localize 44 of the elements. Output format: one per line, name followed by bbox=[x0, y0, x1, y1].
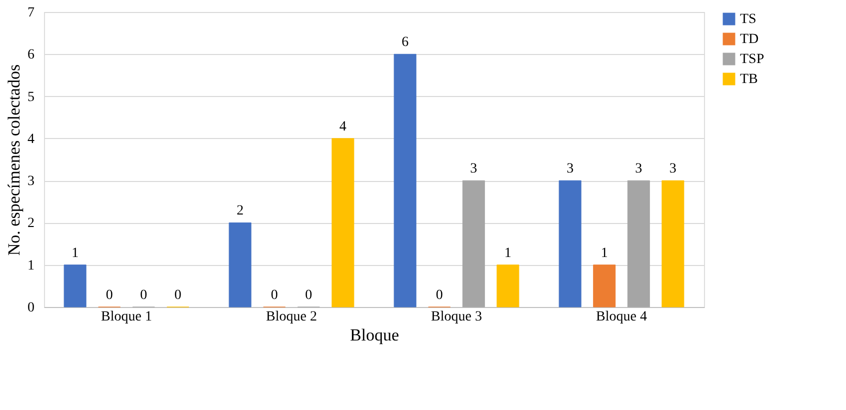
y-tick-label: 0 bbox=[28, 300, 34, 316]
data-label: 3 bbox=[635, 162, 642, 177]
data-label: 1 bbox=[72, 246, 79, 261]
data-label: 1 bbox=[600, 246, 608, 261]
y-axis-title: No. especímenes colectados bbox=[4, 64, 24, 256]
bar bbox=[593, 264, 616, 308]
legend-label: TB bbox=[740, 72, 758, 87]
x-tick-label: Bloque 4 bbox=[596, 310, 647, 324]
bar bbox=[662, 180, 684, 308]
data-label: 6 bbox=[402, 35, 409, 50]
bar bbox=[228, 222, 252, 308]
y-tick-label: 1 bbox=[28, 258, 34, 274]
bar bbox=[64, 264, 86, 308]
data-label: 0 bbox=[174, 288, 182, 303]
y-tick-label: 3 bbox=[28, 174, 34, 190]
bar bbox=[462, 180, 485, 308]
data-label: 0 bbox=[140, 288, 148, 303]
data-label: 0 bbox=[106, 288, 113, 303]
data-label: 1 bbox=[504, 246, 512, 261]
y-tick-label: 2 bbox=[28, 216, 34, 232]
bar bbox=[627, 180, 650, 308]
data-label: 0 bbox=[436, 288, 443, 303]
bar bbox=[496, 264, 520, 308]
data-label: 3 bbox=[470, 162, 478, 177]
y-tick-label: 6 bbox=[28, 48, 34, 63]
data-label: 3 bbox=[669, 162, 676, 177]
y-tick-label: 4 bbox=[28, 132, 34, 147]
y-tick-label: 5 bbox=[28, 90, 34, 105]
x-tick-label: Bloque 1 bbox=[101, 310, 152, 324]
data-label: 2 bbox=[236, 204, 244, 219]
y-tick-label: 7 bbox=[28, 6, 34, 20]
legend-label: TD bbox=[740, 32, 759, 47]
x-tick-label: Bloque 3 bbox=[431, 310, 482, 324]
data-label: 0 bbox=[305, 288, 312, 303]
bar bbox=[558, 180, 582, 308]
data-label: 3 bbox=[566, 162, 574, 177]
x-tick-label: Bloque 2 bbox=[266, 310, 317, 324]
data-label: 0 bbox=[270, 288, 278, 303]
bar bbox=[394, 54, 416, 308]
bar bbox=[332, 138, 354, 308]
x-axis-title: Bloque bbox=[350, 326, 400, 344]
legend-label: TS bbox=[740, 12, 756, 27]
data-label: 4 bbox=[339, 119, 346, 134]
legend-label: TSP bbox=[740, 52, 764, 67]
